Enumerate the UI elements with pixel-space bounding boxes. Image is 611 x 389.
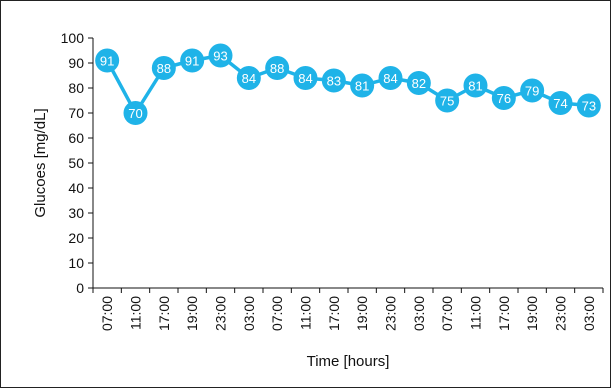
x-tick-label: 19:00 bbox=[524, 296, 540, 331]
x-tick-label: 19:00 bbox=[354, 296, 370, 331]
x-tick-label: 03:00 bbox=[411, 296, 427, 331]
data-point bbox=[378, 66, 403, 90]
data-label: 91 bbox=[100, 54, 114, 69]
y-tick-label: 10 bbox=[68, 255, 84, 271]
data-label: 76 bbox=[497, 91, 511, 106]
x-tick-label: 17:00 bbox=[326, 296, 342, 331]
data-point bbox=[350, 73, 375, 98]
y-tick-label: 40 bbox=[68, 180, 84, 196]
x-tick-label: 19:00 bbox=[184, 296, 200, 331]
x-tick-label: 03:00 bbox=[241, 296, 257, 331]
x-tick-label: 11:00 bbox=[128, 296, 144, 330]
y-tick-label: 60 bbox=[68, 130, 84, 146]
data-label: 81 bbox=[355, 79, 369, 94]
y-tick-label: 20 bbox=[68, 230, 84, 246]
x-tick-label: 03:00 bbox=[581, 296, 597, 331]
data-label: 75 bbox=[440, 94, 454, 109]
y-axis-title: Glucoes [mg/dL] bbox=[32, 108, 49, 217]
data-label: 81 bbox=[468, 79, 482, 94]
x-axis-ticks: 07:00 11:00 17:00 19:00 23:00 03:00 07:00 11:00… bbox=[92, 288, 604, 331]
data-point bbox=[463, 73, 488, 98]
data-point bbox=[208, 43, 233, 68]
x-tick-label: 11:00 bbox=[468, 296, 484, 330]
x-axis-title: Time [hours] bbox=[307, 353, 390, 370]
data-label: 82 bbox=[412, 76, 426, 91]
data-label: 79 bbox=[525, 84, 539, 99]
data-point bbox=[576, 93, 601, 118]
data-label: 88 bbox=[157, 61, 171, 76]
x-tick-label: 23:00 bbox=[553, 296, 569, 331]
data-label: 73 bbox=[582, 99, 596, 114]
data-label: 74 bbox=[553, 96, 567, 111]
y-tick-label: 50 bbox=[68, 155, 84, 171]
y-tick-label: 80 bbox=[68, 80, 84, 96]
y-tick-label: 100 bbox=[61, 30, 85, 46]
x-tick-label: 11:00 bbox=[298, 296, 314, 330]
data-point bbox=[123, 101, 148, 125]
x-tick-label: 23:00 bbox=[213, 296, 229, 331]
data-label: 84 bbox=[298, 71, 312, 86]
series-glucose: 91 70 88 91 93 84 88 84 83 81 84 82 75 81 76 79 74 73 bbox=[95, 43, 601, 125]
data-label: 88 bbox=[270, 61, 284, 76]
y-tick-label: 70 bbox=[68, 105, 84, 121]
y-tick-label: 0 bbox=[76, 280, 84, 296]
data-point bbox=[95, 48, 120, 73]
data-point bbox=[321, 68, 346, 93]
y-tick-label: 90 bbox=[68, 55, 84, 71]
data-point bbox=[151, 56, 176, 80]
y-axis-ticks: 0 10 20 30 40 50 60 70 80 90 100 bbox=[61, 30, 93, 296]
data-point bbox=[236, 66, 261, 90]
data-point bbox=[548, 91, 573, 115]
x-tick-label: 07:00 bbox=[269, 296, 285, 331]
x-tick-label: 07:00 bbox=[99, 296, 115, 331]
data-point bbox=[520, 78, 545, 103]
data-point bbox=[265, 56, 290, 80]
data-point bbox=[435, 88, 460, 113]
series-line bbox=[105, 53, 589, 115]
data-point bbox=[293, 66, 318, 90]
data-label: 83 bbox=[327, 74, 341, 89]
data-label: 84 bbox=[383, 71, 397, 86]
x-tick-label: 17:00 bbox=[496, 296, 512, 331]
data-point bbox=[491, 86, 516, 110]
y-tick-label: 30 bbox=[68, 205, 84, 221]
data-label: 70 bbox=[128, 106, 142, 121]
x-tick-label: 07:00 bbox=[439, 296, 455, 331]
data-label: 84 bbox=[242, 71, 256, 86]
data-point bbox=[180, 48, 205, 73]
data-point bbox=[406, 71, 431, 95]
data-label: 93 bbox=[213, 49, 227, 64]
x-tick-label: 23:00 bbox=[383, 296, 399, 331]
data-label: 91 bbox=[185, 54, 199, 69]
x-tick-label: 17:00 bbox=[156, 296, 172, 331]
